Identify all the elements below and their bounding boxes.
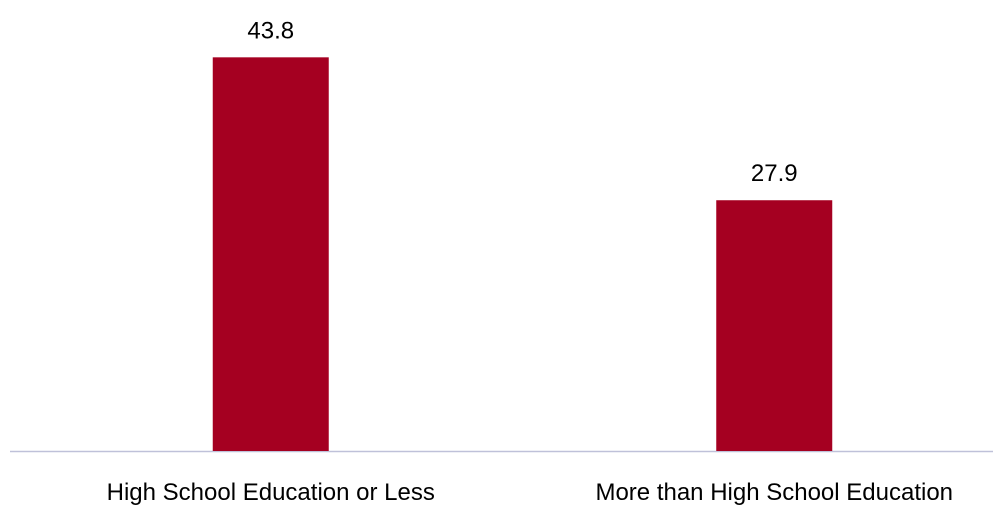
value-label-1: 43.8: [247, 17, 294, 44]
bar-1: [212, 57, 329, 452]
bars-group: [212, 57, 833, 452]
x-tick-label-2: More than High School Education: [595, 479, 953, 506]
value-labels-group: 43.8 27.9: [247, 17, 797, 187]
x-tick-labels-group: High School Education or Less More than H…: [107, 479, 953, 506]
value-label-2: 27.9: [751, 160, 798, 187]
x-tick-label-1: High School Education or Less: [107, 479, 435, 506]
bar-2: [716, 200, 833, 451]
